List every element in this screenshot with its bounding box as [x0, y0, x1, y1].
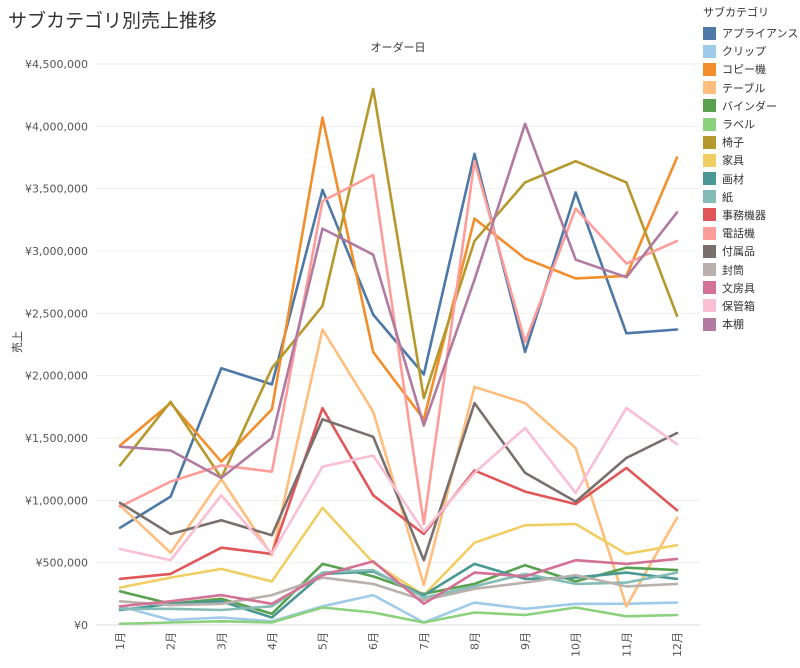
legend-item[interactable]: 本棚	[703, 315, 800, 333]
legend-item[interactable]: 画材	[703, 170, 800, 188]
x-tick-label: 9月	[519, 632, 532, 650]
x-tick-label: 11月	[620, 632, 633, 657]
legend-label: 封筒	[722, 263, 744, 277]
legend-swatch	[703, 244, 716, 258]
x-tick-label: 7月	[418, 632, 431, 650]
series-line-3	[118, 116, 679, 464]
series-line-12	[118, 159, 679, 526]
legend-label: 事務機器	[722, 208, 766, 222]
legend-item[interactable]: 保管箱	[703, 297, 800, 315]
legend-item[interactable]: 電話機	[703, 224, 800, 242]
legend-swatch	[703, 81, 716, 95]
x-tick-label: 3月	[215, 632, 228, 650]
legend-label: コピー機	[722, 63, 766, 77]
legend-swatch	[703, 117, 716, 131]
x-tick-label: 8月	[468, 632, 481, 650]
y-tick-label: ¥4,000,000	[25, 120, 88, 133]
legend-label: 画材	[722, 172, 744, 186]
series-line-11	[118, 406, 679, 581]
y-tick-label: ¥3,500,000	[25, 183, 88, 196]
x-axis-title: オーダー日	[371, 40, 426, 54]
legend-item[interactable]: 付属品	[703, 242, 800, 260]
x-tick-label: 10月	[570, 632, 583, 657]
series-line-2	[118, 593, 679, 624]
legend-swatch	[703, 99, 716, 113]
legend-label: 家具	[722, 154, 744, 168]
x-tick-label: 4月	[266, 632, 279, 650]
legend: サブカテゴリ アプライアンス クリップコピー機テーブルバインダーラベル椅子家具画材…	[703, 4, 800, 333]
y-tick-label: ¥0	[74, 619, 88, 632]
legend-swatch	[703, 62, 716, 76]
series-line-15	[118, 557, 679, 608]
legend-label: バインダー	[722, 99, 777, 113]
legend-swatch	[703, 172, 716, 186]
x-tick-label: 1月	[114, 632, 127, 650]
legend-swatch	[703, 153, 716, 167]
axis-layer: ¥0 ¥500,000 ¥1,000,000 ¥1,500,000 ¥2,000,000…	[11, 40, 684, 657]
legend-swatch	[703, 135, 716, 149]
legend-swatch	[703, 226, 716, 240]
legend-item[interactable]: 椅子	[703, 133, 800, 151]
legend-item[interactable]: 家具	[703, 151, 800, 169]
legend-item[interactable]: 紙	[703, 188, 800, 206]
legend-label: ラベル	[722, 118, 755, 132]
line-chart: ¥0 ¥500,000 ¥1,000,000 ¥1,500,000 ¥2,000,000…	[11, 40, 700, 657]
chart-title: サブカテゴリ別売上推移	[8, 10, 218, 32]
legend-swatch	[703, 26, 716, 40]
series-line-16	[118, 406, 679, 562]
y-tick-label: ¥1,500,000	[25, 432, 88, 445]
legend-swatch	[703, 190, 716, 204]
legend-item[interactable]: 封筒	[703, 260, 800, 278]
x-tick-label: 5月	[317, 632, 330, 650]
y-axis-title: 売上	[11, 331, 24, 353]
legend-swatch	[703, 263, 716, 277]
legend-item[interactable]: アプライアンス	[703, 24, 800, 42]
series-line-8	[118, 506, 679, 597]
y-tick-label: ¥500,000	[36, 557, 89, 570]
legend-swatch	[703, 317, 716, 331]
legend-label: 椅子	[722, 136, 744, 150]
grid-layer	[96, 63, 700, 626]
legend-label: クリップ	[722, 45, 766, 59]
legend-item[interactable]: コピー機	[703, 60, 800, 78]
legend-swatch	[703, 208, 716, 222]
legend-label: テーブル	[722, 81, 766, 95]
x-tick-label: 6月	[367, 632, 380, 650]
y-tick-label: ¥2,500,000	[25, 307, 88, 320]
legend-label: 本棚	[722, 318, 744, 332]
legend-label: 付属品	[722, 245, 755, 259]
legend-title: サブカテゴリ	[703, 6, 769, 19]
y-tick-label: ¥4,500,000	[25, 58, 88, 71]
legend-item[interactable]: ラベル	[703, 115, 800, 133]
legend-item[interactable]: バインダー	[703, 97, 800, 115]
series-layer	[118, 87, 679, 626]
series-line-17	[118, 122, 679, 480]
legend-label: 電話機	[722, 227, 755, 241]
legend-items: アプライアンス クリップコピー機テーブルバインダーラベル椅子家具画材紙事務機器電話…	[703, 24, 800, 333]
legend-item[interactable]: 事務機器	[703, 206, 800, 224]
legend-label: 文房具	[722, 281, 755, 295]
legend-label: アプライアンス	[722, 27, 799, 41]
y-tick-label: ¥2,000,000	[25, 370, 88, 383]
x-tick-label: 12月	[671, 632, 684, 657]
y-tick-label: ¥1,000,000	[25, 494, 88, 507]
legend-item[interactable]: クリップ	[703, 42, 800, 60]
series-line-14	[118, 573, 679, 607]
x-tick-label: 2月	[165, 632, 178, 650]
legend-swatch	[703, 299, 716, 313]
series-line-6	[118, 606, 679, 626]
series-line-13	[118, 401, 679, 562]
legend-item[interactable]: テーブル	[703, 79, 800, 97]
legend-swatch	[703, 281, 716, 295]
legend-swatch	[703, 44, 716, 58]
y-tick-label: ¥3,000,000	[25, 245, 88, 258]
series-line-7	[118, 87, 679, 480]
legend-label: 保管箱	[722, 299, 755, 313]
legend-label: 紙	[722, 190, 733, 204]
legend-item[interactable]: 文房具	[703, 279, 800, 297]
